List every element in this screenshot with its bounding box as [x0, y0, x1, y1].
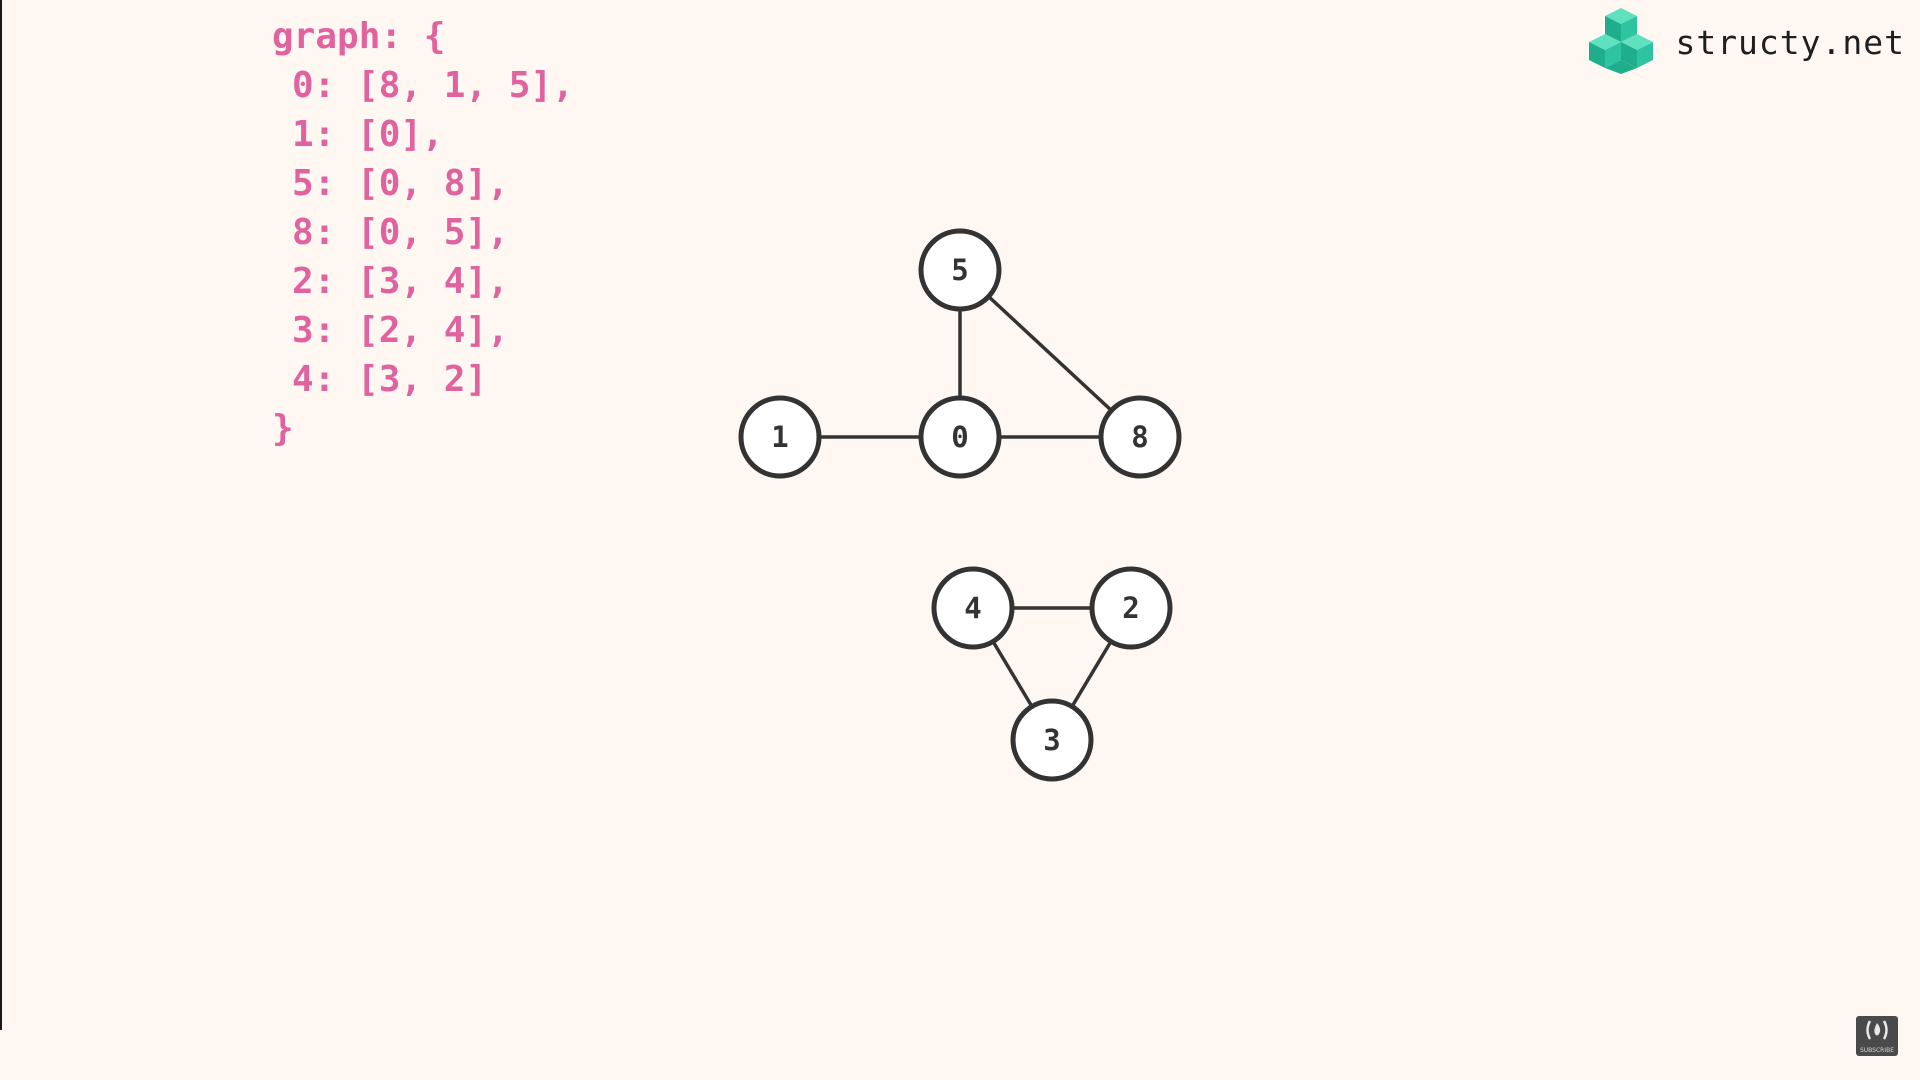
graph-node-4	[931, 566, 1015, 650]
node-label: 4	[964, 591, 981, 625]
code-line: graph: {	[272, 16, 446, 57]
node-label: 1	[771, 420, 788, 454]
code-line: 4: [3, 2]	[292, 359, 488, 400]
node-label: 8	[1131, 420, 1148, 454]
brand-name: structy.net	[1675, 23, 1905, 62]
code-line: }	[272, 408, 294, 449]
subscribe-badge[interactable]: SUBSCRIBE	[1856, 1016, 1898, 1056]
brand[interactable]: structy.net	[1585, 6, 1905, 79]
subscribe-label: SUBSCRIBE	[1859, 1046, 1895, 1054]
code-line: 1: [0],	[292, 114, 444, 155]
graph-node-5	[918, 228, 1002, 312]
code-line: 0: [8, 1, 5],	[292, 65, 574, 106]
node-label: 5	[951, 253, 968, 287]
code-line: 3: [2, 4],	[292, 310, 509, 351]
structy-cubes-icon	[1585, 6, 1657, 79]
adjacency-list-code: graph: { 0: [8, 1, 5], 1: [0], 5: [0, 8], 8:…	[272, 12, 574, 453]
code-line: 5: [0, 8],	[292, 163, 509, 204]
freecodecamp-icon	[1862, 1019, 1892, 1046]
graph-node-1	[738, 395, 822, 479]
code-line: 2: [3, 4],	[292, 261, 509, 302]
left-border	[0, 0, 2, 1030]
node-label: 0	[951, 420, 968, 454]
graph-node-2	[1089, 566, 1173, 650]
graph-node-3	[1010, 698, 1094, 782]
code-line: 8: [0, 5],	[292, 212, 509, 253]
graph-node-0	[918, 395, 1002, 479]
node-label: 2	[1122, 591, 1139, 625]
node-label: 3	[1043, 723, 1060, 757]
graph-node-8	[1098, 395, 1182, 479]
